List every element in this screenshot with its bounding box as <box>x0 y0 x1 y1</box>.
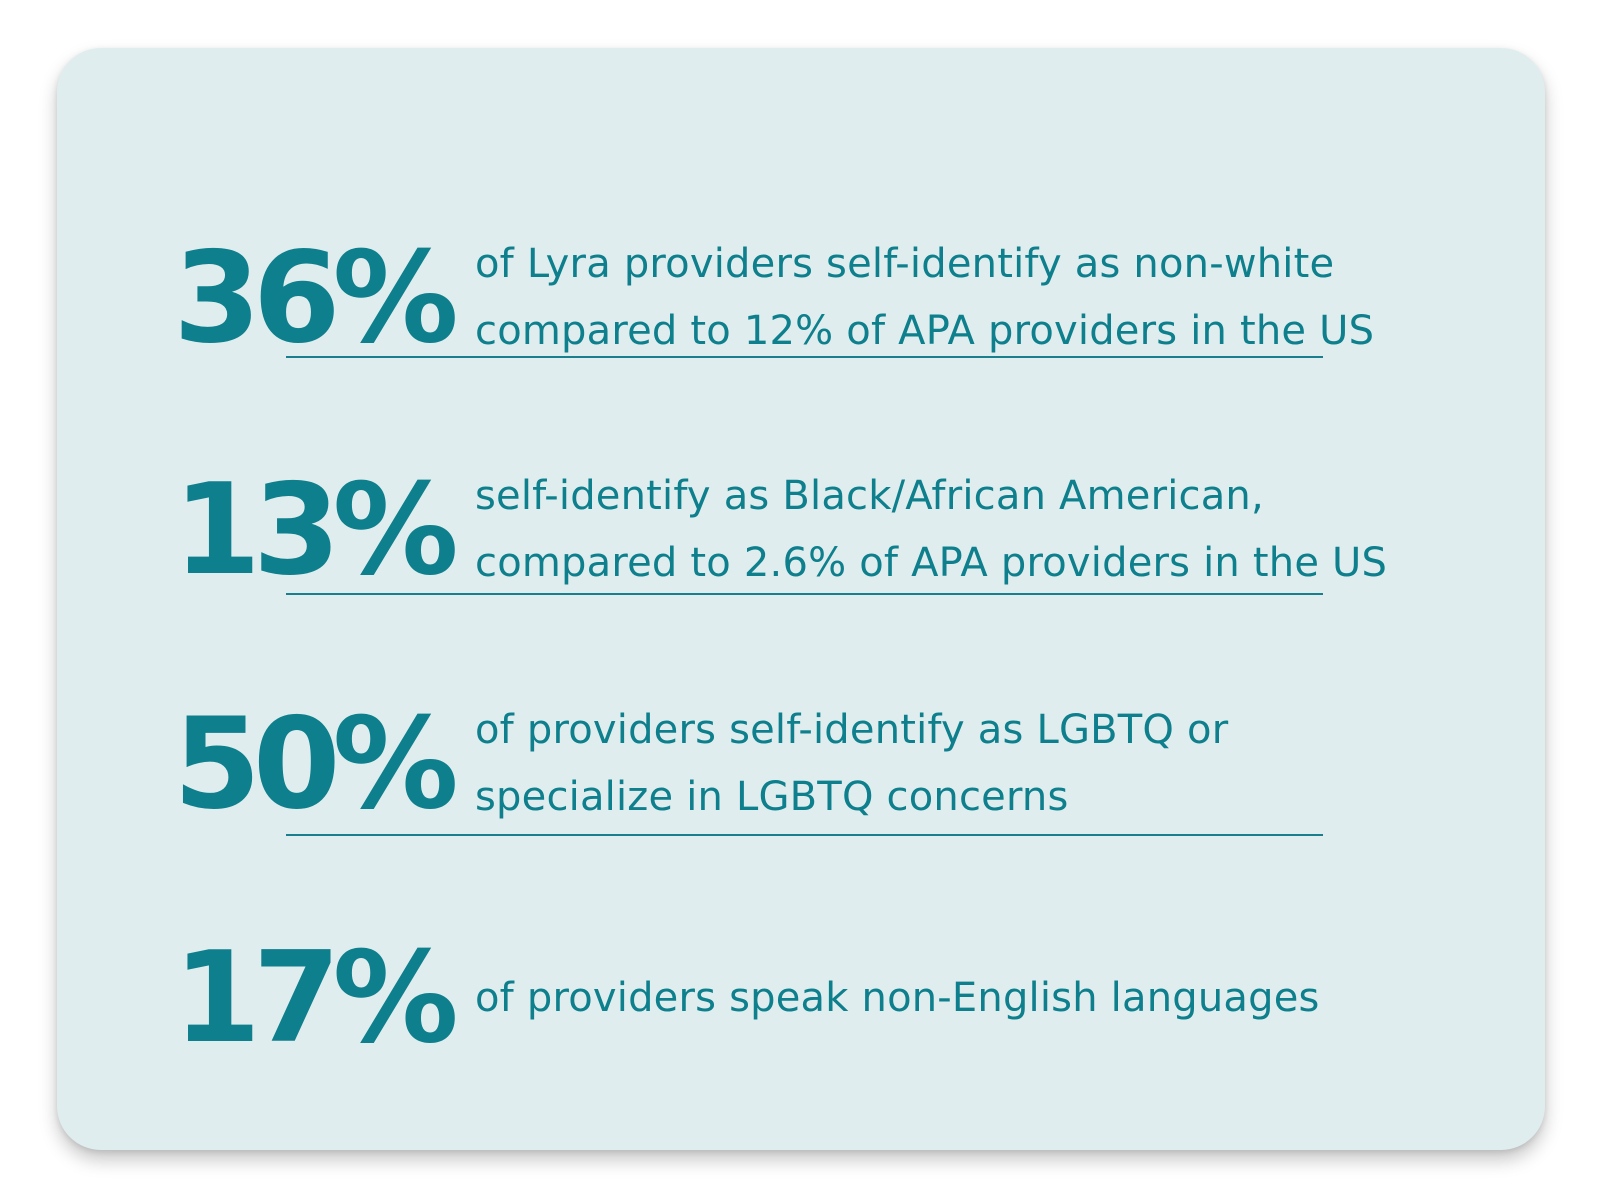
stat-description: of providers speak non-English languages <box>475 928 1535 1068</box>
stat-description-line: compared to 2.6% of APA providers in the… <box>475 540 1388 586</box>
stat-description-line: of Lyra providers self-identify as non-w… <box>475 241 1335 287</box>
stat-value: 50% <box>173 690 459 837</box>
stat-description: of Lyra providers self-identify as non-w… <box>475 228 1535 368</box>
stat-description-line: of providers self-identify as LGBTQ or <box>475 707 1229 753</box>
stat-value: 13% <box>173 456 459 603</box>
stat-description-line: self-identify as Black/African American, <box>475 473 1264 519</box>
stat-row-non-english: 17% of providers speak non-English langu… <box>57 928 1545 1068</box>
stat-row-black-african-american: 13% self-identify as Black/African Ameri… <box>57 460 1545 600</box>
stat-description-line: specialize in LGBTQ concerns <box>475 774 1069 820</box>
stat-description-line: of providers speak non-English languages <box>475 974 1320 1021</box>
stat-row-lgbtq: 50% of providers self-identify as LGBTQ … <box>57 694 1545 834</box>
divider <box>286 834 1323 836</box>
stats-card: 36% of Lyra providers self-identify as n… <box>57 48 1545 1150</box>
stat-description: self-identify as Black/African American,… <box>475 460 1535 600</box>
divider <box>286 593 1323 595</box>
stat-description: of providers self-identify as LGBTQ or s… <box>475 694 1535 834</box>
stat-value: 17% <box>173 924 459 1071</box>
divider <box>286 356 1323 358</box>
stat-row-nonwhite: 36% of Lyra providers self-identify as n… <box>57 228 1545 368</box>
stat-value: 36% <box>173 224 459 371</box>
stat-description-line: compared to 12% of APA providers in the … <box>475 308 1375 354</box>
